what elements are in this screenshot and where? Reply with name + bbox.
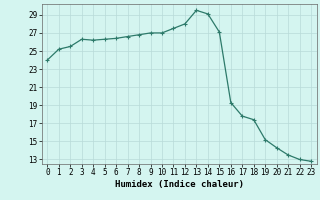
X-axis label: Humidex (Indice chaleur): Humidex (Indice chaleur) <box>115 180 244 189</box>
